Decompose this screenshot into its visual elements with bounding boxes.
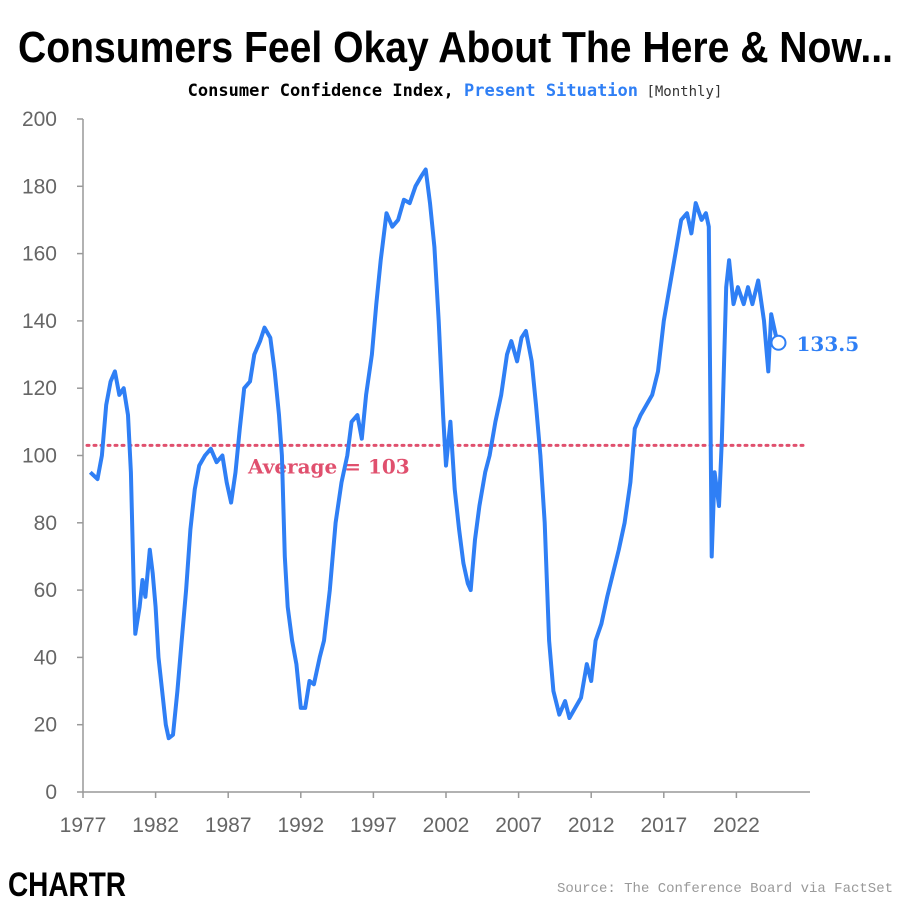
- x-tick-label: 1992: [277, 814, 324, 837]
- y-tick-label: 120: [22, 377, 57, 400]
- y-tick-label: 180: [22, 175, 57, 198]
- x-tick-label: 2022: [713, 814, 760, 837]
- x-tick-label: 1982: [132, 814, 179, 837]
- x-tick-label: 1977: [60, 814, 107, 837]
- subtitle-suffix: [Monthly]: [638, 84, 722, 100]
- plot-area: Average = 103 133.5: [85, 167, 860, 741]
- series-line-present-situation: [88, 167, 781, 741]
- y-tick-label: 0: [45, 781, 57, 804]
- x-tick-label: 2017: [640, 814, 687, 837]
- x-tick-label: 1997: [350, 814, 397, 837]
- y-tick-label: 60: [34, 579, 57, 602]
- chartr-logo: CHARTR: [8, 866, 126, 904]
- y-tick-label: 100: [22, 445, 57, 468]
- y-tick-label: 80: [34, 512, 57, 535]
- chart-subtitle: Consumer Confidence Index, Present Situa…: [188, 81, 723, 101]
- chart-title: Consumers Feel Okay About The Here & Now…: [18, 23, 893, 72]
- y-tick-label: 40: [34, 646, 57, 669]
- x-tick-label: 2007: [495, 814, 542, 837]
- last-value-label: 133.5: [797, 332, 860, 356]
- subtitle-prefix: Consumer Confidence Index,: [188, 81, 464, 101]
- y-tick-label: 20: [34, 714, 57, 737]
- average-label: Average = 103: [247, 454, 410, 478]
- x-tick-label: 2012: [568, 814, 615, 837]
- subtitle-highlight: Present Situation: [464, 81, 638, 101]
- y-tick-label: 160: [22, 243, 57, 266]
- y-tick-label: 200: [22, 108, 57, 131]
- x-tick-label: 1987: [205, 814, 252, 837]
- y-tick-label: 140: [22, 310, 57, 333]
- axes: 0 20 40 60 80 100 120 140 160 180 200 1977 1982 1987 1…: [22, 108, 810, 837]
- x-tick-label: 2002: [423, 814, 470, 837]
- last-value-marker: [770, 334, 787, 351]
- source-note: Source: The Conference Board via FactSet: [557, 881, 893, 897]
